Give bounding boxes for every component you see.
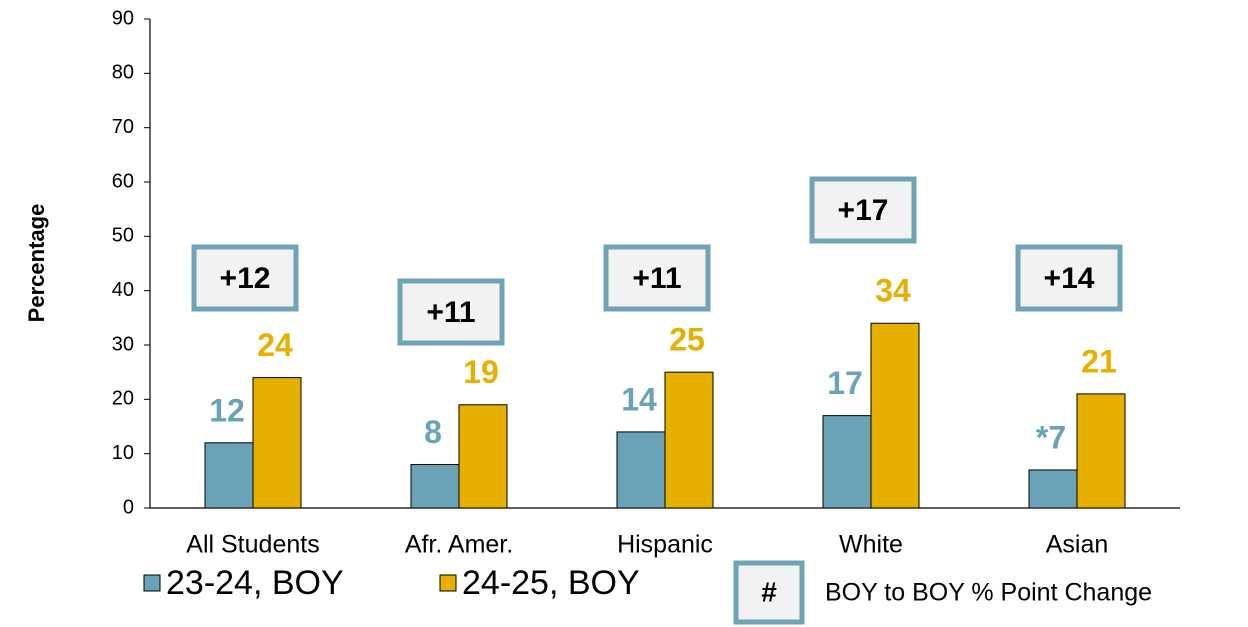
bar	[252, 377, 302, 509]
data-label: 21	[1081, 343, 1117, 379]
data-label: 14	[621, 381, 657, 417]
annotation: +11	[632, 262, 681, 295]
bar	[616, 431, 666, 509]
y-tick-label: 70	[112, 116, 134, 138]
y-tick-label: 50	[112, 225, 134, 247]
bar	[1028, 469, 1078, 509]
annotation-box	[191, 244, 299, 312]
bar	[204, 442, 254, 509]
legend-label: 23-24, BOY	[166, 564, 344, 602]
annotation: +14	[1044, 262, 1095, 295]
y-tick-label: 40	[112, 279, 134, 301]
legend-annotation-symbol: #	[761, 576, 777, 607]
y-tick-label: 90	[112, 7, 134, 29]
data-label: 34	[875, 273, 911, 309]
x-tick-label: Afr. Amer.	[405, 531, 513, 559]
annotation-box	[603, 244, 711, 312]
annotation: +12	[220, 262, 271, 295]
legend-swatch	[439, 574, 457, 592]
y-tick-label: 10	[112, 442, 134, 464]
bar	[458, 404, 508, 509]
data-label: 19	[463, 354, 499, 390]
data-label: 25	[669, 322, 705, 358]
x-tick-label: All Students	[186, 531, 319, 559]
data-label: 24	[257, 327, 293, 363]
x-tick-label: Hispanic	[617, 531, 713, 559]
data-label: 17	[827, 365, 863, 401]
y-tick-label: 30	[112, 333, 134, 355]
y-axis-label: Percentage	[24, 204, 49, 323]
legend-annotation-box	[733, 560, 805, 625]
x-tick-label: Asian	[1046, 531, 1109, 559]
annotation-box	[809, 176, 917, 244]
bar	[822, 415, 872, 509]
bar	[870, 322, 920, 509]
annotation: +17	[838, 194, 889, 227]
data-label: 12	[209, 392, 245, 428]
data-label: *7	[1036, 419, 1066, 455]
bar	[1076, 393, 1126, 509]
bar	[664, 371, 714, 509]
legend-label: 24-25, BOY	[462, 564, 640, 602]
legend-swatch	[143, 574, 161, 592]
annotation: +11	[426, 296, 475, 329]
y-tick-label: 80	[112, 62, 134, 84]
annotation-box	[1015, 244, 1123, 312]
x-tick-label: White	[839, 531, 903, 559]
y-tick-label: 60	[112, 170, 134, 192]
data-label: 8	[424, 414, 442, 450]
y-tick-label: 0	[123, 496, 134, 518]
y-tick-label: 20	[112, 388, 134, 410]
legend-annotation-label: BOY to BOY % Point Change	[825, 579, 1152, 607]
annotation-box	[397, 278, 505, 346]
bar	[410, 464, 460, 509]
